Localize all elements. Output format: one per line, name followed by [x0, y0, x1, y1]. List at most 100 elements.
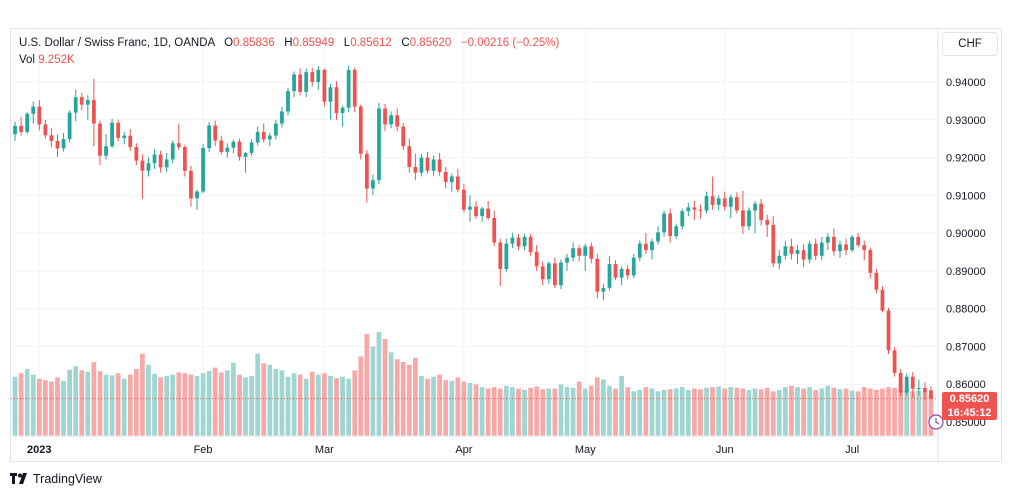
candle [546, 261, 551, 284]
candle-body [395, 115, 400, 127]
volume-bar [115, 373, 121, 436]
candle-body [116, 122, 121, 138]
ohlc-row: U.S. Dollar / Swiss Franc, 1D, OANDA O0.… [19, 35, 559, 52]
candle [31, 101, 36, 124]
volume-bar [855, 391, 861, 436]
candle-body [765, 219, 770, 225]
volume-bar [867, 388, 873, 436]
candle [716, 195, 721, 211]
volume-row: Vol 9.252K [19, 52, 559, 69]
candle-body [704, 196, 709, 211]
volume-bar [510, 387, 515, 436]
candle-body [31, 106, 36, 114]
volume-bar [758, 389, 764, 436]
candle [868, 247, 873, 279]
candle-body [923, 388, 927, 393]
candle [98, 120, 102, 166]
candle [625, 265, 630, 280]
candle [801, 244, 806, 268]
candle-body [844, 244, 848, 251]
price-tick-label: 0.93000 [946, 115, 986, 127]
volume-bar [79, 370, 85, 436]
volume-bar [218, 372, 224, 436]
candle [923, 382, 927, 400]
volume-bar [315, 374, 321, 436]
candle [249, 139, 254, 156]
candle [364, 150, 369, 203]
candle-body [589, 246, 594, 259]
volume-bar [85, 371, 91, 436]
chart-frame [10, 28, 1002, 462]
volume-bar [516, 388, 521, 436]
candle [49, 128, 54, 147]
candle [377, 102, 381, 184]
candle-body [13, 125, 17, 135]
candle [437, 153, 442, 176]
candle [886, 307, 891, 354]
brand-name: TradingView [33, 472, 102, 486]
candle-body [929, 390, 933, 399]
volume-bar [601, 379, 606, 436]
candle-body [377, 108, 381, 181]
candle-body [207, 125, 212, 149]
candle-body [310, 72, 315, 82]
candle-body [298, 74, 303, 92]
candle-body [492, 218, 497, 243]
candle [522, 233, 527, 251]
candle [631, 253, 636, 279]
candle-body [352, 69, 357, 107]
volume-bar [437, 374, 443, 436]
candle [504, 238, 509, 272]
price-tick-label: 0.94000 [946, 77, 986, 89]
candle-body [686, 207, 691, 212]
currency-button[interactable]: CHF [942, 32, 998, 56]
volume-bar [673, 388, 679, 436]
candle [182, 144, 187, 177]
volume-bar [443, 380, 449, 436]
candle-body [892, 350, 897, 373]
candle-body [825, 236, 830, 243]
time-tick-label: Feb [194, 444, 213, 456]
candle [904, 373, 909, 396]
alert-clock-icon[interactable] [928, 414, 944, 430]
candle-body [680, 211, 685, 227]
candle-body [565, 257, 569, 263]
candle-body [710, 196, 715, 205]
candle-body [777, 255, 782, 264]
candle [880, 286, 885, 313]
candle [510, 233, 515, 249]
candle-body [455, 176, 460, 190]
volume-bar [789, 385, 794, 436]
candle-body [437, 159, 442, 172]
volume-bar [461, 381, 467, 436]
candle-body [759, 203, 764, 220]
volume-bar [795, 387, 800, 436]
candle [577, 245, 582, 262]
volume-bar [716, 386, 722, 436]
candle-body [462, 189, 466, 210]
candle [474, 201, 478, 219]
candle [243, 151, 248, 173]
candle [231, 139, 236, 154]
volume-bar [370, 346, 376, 436]
symbol-title[interactable]: U.S. Dollar / Swiss Franc, 1D, OANDA [19, 37, 215, 49]
candle [207, 122, 212, 152]
candle [528, 233, 533, 256]
high-value: 0.85949 [292, 37, 335, 49]
volume-bar [704, 387, 709, 436]
candle [116, 119, 121, 142]
time-tick-label: May [575, 444, 596, 456]
volume-bar [243, 377, 248, 436]
candle [255, 126, 260, 146]
candle [43, 119, 48, 139]
tradingview-logo[interactable]: TradingView [10, 472, 102, 486]
last-price-tag: 0.85620 16:45:12 [942, 392, 997, 420]
volume-bar [18, 373, 24, 436]
candle-body [407, 146, 412, 167]
candle [304, 68, 309, 98]
candle-body [619, 269, 624, 278]
candle-body [674, 226, 679, 237]
candle-body [340, 107, 345, 113]
candle [747, 207, 751, 231]
